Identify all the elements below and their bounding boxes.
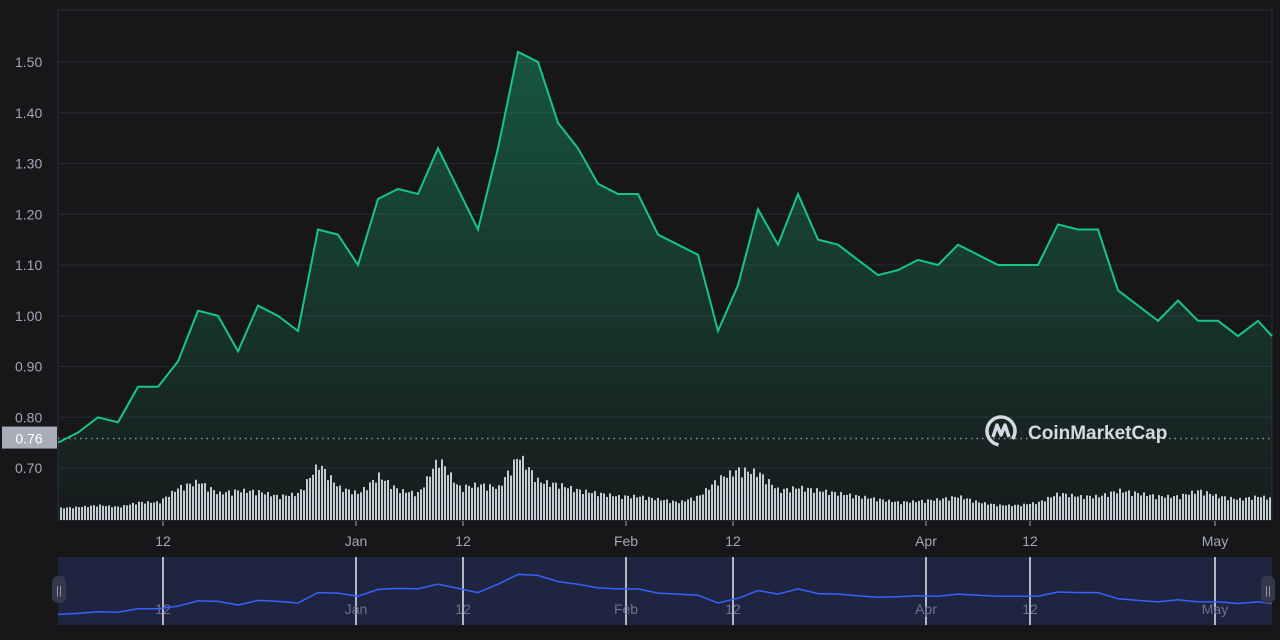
watermark-text: CoinMarketCap	[1028, 423, 1167, 444]
handle-grip-icon: ||	[1265, 585, 1271, 597]
x-tick-label: 12	[455, 533, 471, 549]
navigator-tick-label: 12	[155, 601, 171, 617]
navigator-tick-label: 12	[455, 601, 471, 617]
navigator-line	[57, 573, 1273, 616]
navigator-tick-label: Apr	[915, 601, 937, 617]
navigator-window[interactable]	[58, 557, 1272, 625]
y-tick-label: 1.40	[15, 105, 42, 121]
navigator-handle-right[interactable]	[1261, 576, 1275, 603]
navigator-handle-left[interactable]	[52, 576, 66, 603]
navigator-tick-label: May	[1202, 601, 1228, 617]
current-price-label: 0.76	[15, 431, 42, 447]
navigator-tick-label: 12	[1022, 601, 1038, 617]
handle-grip-icon: ||	[56, 585, 62, 597]
price-area	[58, 51, 1272, 521]
y-tick-label: 1.30	[15, 156, 42, 172]
navigator-tick-label: 12	[725, 601, 741, 617]
navigator[interactable]: 12 Jan 12 Feb 12 Apr 12 May || ||	[52, 557, 1275, 625]
y-tick-label: 1.10	[15, 257, 42, 273]
y-tick-label: 0.80	[15, 409, 42, 425]
coinmarketcap-watermark: CoinMarketCap	[985, 415, 1167, 447]
x-tick-label: Apr	[915, 533, 937, 549]
price-line	[57, 50, 1273, 444]
navigator-tick-label: Jan	[345, 601, 368, 617]
navigator-tick-label: Feb	[614, 601, 638, 617]
coinmarketcap-logo-icon	[985, 415, 1017, 447]
y-tick-label: 1.50	[15, 54, 42, 70]
y-tick-label: 1.20	[15, 206, 42, 222]
y-tick-label: 1.00	[15, 308, 42, 324]
x-tick-label: May	[1202, 533, 1228, 549]
x-tick-label: Feb	[614, 533, 638, 549]
x-tick-label: 12	[155, 533, 171, 549]
y-tick-label: 0.70	[15, 460, 42, 476]
x-tick-label: 12	[1022, 533, 1038, 549]
x-tick-label: 12	[725, 533, 741, 549]
x-tick-label: Jan	[345, 533, 368, 549]
y-tick-label: 0.90	[15, 359, 42, 375]
current-price-badge	[2, 426, 57, 449]
